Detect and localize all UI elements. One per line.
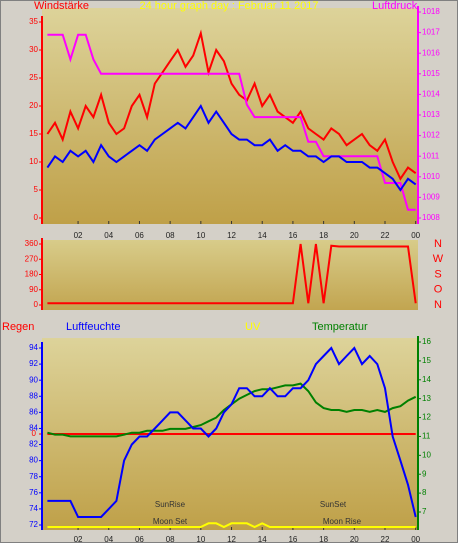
x-tick-label: 02 bbox=[74, 231, 83, 240]
x-tick-label: 12 bbox=[227, 231, 236, 240]
y3-tick-label: 0 bbox=[32, 429, 37, 438]
y-tick-label: 30 bbox=[29, 45, 38, 54]
x-tick-label: 18 bbox=[319, 231, 328, 240]
y2-tick-label: 1016 bbox=[422, 48, 440, 57]
x-tick-label: 12 bbox=[227, 535, 236, 543]
y-tick-label: 90 bbox=[29, 375, 38, 384]
x-tick-label: 16 bbox=[288, 231, 297, 240]
y2-tick-label: 10 bbox=[422, 450, 431, 459]
y-tick-label: 10 bbox=[29, 157, 38, 166]
y2-tick-label: 11 bbox=[422, 432, 431, 441]
y-label: Windstärke bbox=[34, 0, 89, 12]
y2-tick-label: 12 bbox=[422, 413, 431, 422]
x-tick-label: 10 bbox=[196, 231, 205, 240]
y2-tick-label: 1012 bbox=[422, 131, 440, 140]
y2-tick-label: 1008 bbox=[422, 213, 440, 222]
annotation: Moon Set bbox=[153, 517, 188, 526]
x-tick-label: 04 bbox=[104, 535, 113, 543]
y2-tick-label: 8 bbox=[422, 488, 427, 497]
y-tick-label: 82 bbox=[29, 440, 38, 449]
series-line bbox=[46, 29, 417, 181]
direction-label: S bbox=[434, 268, 441, 280]
series-line bbox=[47, 346, 417, 518]
x-tick-label: 02 bbox=[74, 535, 83, 543]
x-tick-label: 04 bbox=[104, 231, 113, 240]
y2-tick-label: 1009 bbox=[422, 193, 440, 202]
series-line bbox=[46, 103, 417, 192]
y-tick-label: 72 bbox=[29, 520, 38, 529]
panel-wind bbox=[42, 8, 418, 224]
y3-label: Regen bbox=[2, 321, 34, 333]
y2-label: Temperatur bbox=[312, 321, 368, 333]
y-tick-label: 270 bbox=[25, 254, 39, 263]
y-tick-label: 360 bbox=[25, 239, 39, 248]
x-tick-label: 22 bbox=[381, 535, 390, 543]
x-tick-label: 00 bbox=[411, 231, 420, 240]
direction-label: N bbox=[434, 238, 442, 250]
direction-label: W bbox=[433, 253, 444, 265]
x-tick-label: 06 bbox=[135, 231, 144, 240]
y-tick-label: 88 bbox=[29, 391, 38, 400]
y-label: Luftfeuchte bbox=[66, 321, 120, 333]
y2-tick-label: 1014 bbox=[422, 90, 440, 99]
y2-tick-label: 1017 bbox=[422, 28, 440, 37]
series-line bbox=[47, 33, 416, 211]
x-tick-label: 08 bbox=[166, 535, 175, 543]
y2-tick-label: 14 bbox=[422, 375, 431, 384]
direction-label: O bbox=[434, 284, 443, 296]
x-tick-label: 16 bbox=[288, 535, 297, 543]
y-tick-label: 20 bbox=[29, 101, 38, 110]
y2-tick-label: 16 bbox=[422, 337, 431, 346]
y4-label: UV bbox=[245, 321, 261, 333]
y-tick-label: 84 bbox=[29, 424, 38, 433]
y2-tick-label: 1018 bbox=[422, 7, 440, 16]
annotation: SunRise bbox=[155, 500, 186, 509]
y-tick-label: 90 bbox=[29, 285, 38, 294]
annotation: Moon Rise bbox=[323, 517, 362, 526]
x-tick-label: 14 bbox=[258, 231, 267, 240]
y-tick-label: 80 bbox=[29, 456, 38, 465]
direction-label: N bbox=[434, 299, 442, 311]
y-tick-label: 0 bbox=[34, 300, 39, 309]
y2-tick-label: 1013 bbox=[422, 110, 440, 119]
x-tick-label: 20 bbox=[350, 231, 359, 240]
y2-tick-label: 9 bbox=[422, 469, 427, 478]
panel-direction bbox=[42, 240, 418, 310]
x-tick-label: 00 bbox=[411, 535, 420, 543]
y2-tick-label: 13 bbox=[422, 394, 431, 403]
y-tick-label: 15 bbox=[29, 129, 38, 138]
y2-tick-label: 15 bbox=[422, 356, 431, 365]
y-tick-label: 86 bbox=[29, 407, 38, 416]
y-tick-label: 78 bbox=[29, 472, 38, 481]
y-tick-label: 74 bbox=[29, 504, 38, 513]
x-tick-label: 20 bbox=[350, 535, 359, 543]
x-tick-label: 10 bbox=[196, 535, 205, 543]
x-tick-label: 14 bbox=[258, 535, 267, 543]
y-tick-label: 25 bbox=[29, 73, 38, 82]
y2-tick-label: 7 bbox=[422, 507, 427, 516]
x-tick-label: 18 bbox=[319, 535, 328, 543]
series-line bbox=[47, 522, 416, 529]
x-tick-label: 08 bbox=[166, 231, 175, 240]
y-tick-label: 92 bbox=[29, 359, 38, 368]
y-tick-label: 35 bbox=[29, 17, 38, 26]
y2-tick-label: 1010 bbox=[422, 172, 440, 181]
x-tick-label: 22 bbox=[381, 231, 390, 240]
y-tick-label: 76 bbox=[29, 488, 38, 497]
y2-label: Luftdruck bbox=[372, 0, 418, 12]
y2-tick-label: 1015 bbox=[422, 69, 440, 78]
chart-title: 24 hour graph day : Februar 11 2017 bbox=[140, 0, 319, 12]
y-tick-label: 94 bbox=[29, 343, 38, 352]
y2-tick-label: 1011 bbox=[422, 151, 440, 160]
y-tick-label: 180 bbox=[25, 270, 39, 279]
series-line bbox=[47, 243, 417, 305]
y-tick-label: 0 bbox=[34, 213, 39, 222]
x-tick-label: 06 bbox=[135, 535, 144, 543]
annotation: SunSet bbox=[320, 500, 347, 509]
y-tick-label: 5 bbox=[34, 185, 39, 194]
